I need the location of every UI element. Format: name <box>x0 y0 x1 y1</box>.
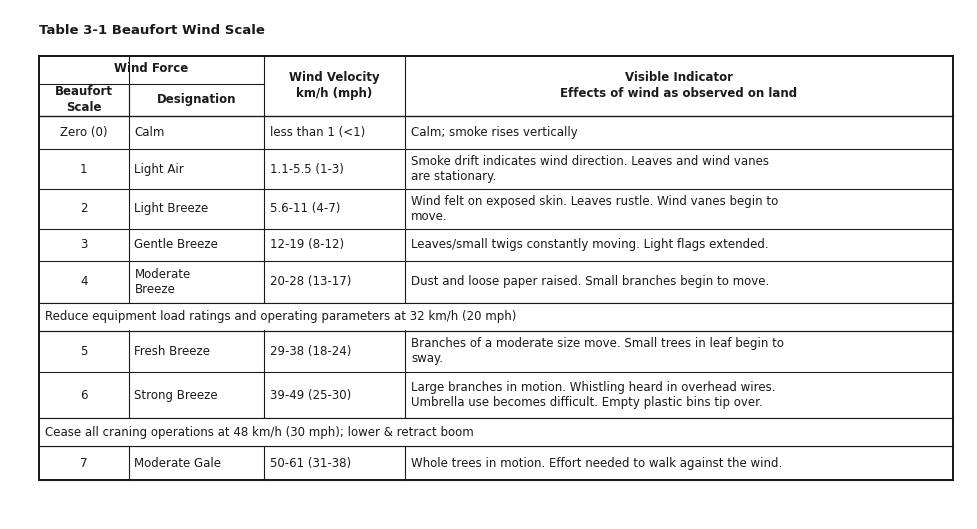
Text: 20-28 (13-17): 20-28 (13-17) <box>270 276 351 288</box>
Bar <box>39 56 953 480</box>
Text: Visible Indicator
Effects of wind as observed on land: Visible Indicator Effects of wind as obs… <box>561 71 797 101</box>
Text: less than 1 (<1): less than 1 (<1) <box>270 126 365 139</box>
Text: 1: 1 <box>80 162 88 176</box>
Text: 1.1-5.5 (1-3): 1.1-5.5 (1-3) <box>270 162 344 176</box>
Text: Fresh Breeze: Fresh Breeze <box>135 345 210 358</box>
Text: Strong Breeze: Strong Breeze <box>135 389 218 402</box>
Text: 2: 2 <box>80 202 88 215</box>
Text: 5.6-11 (4-7): 5.6-11 (4-7) <box>270 202 340 215</box>
Text: Calm; smoke rises vertically: Calm; smoke rises vertically <box>411 126 578 139</box>
Text: Whole trees in motion. Effort needed to walk against the wind.: Whole trees in motion. Effort needed to … <box>411 457 783 470</box>
Text: 3: 3 <box>80 239 88 251</box>
Text: Table 3-1 Beaufort Wind Scale: Table 3-1 Beaufort Wind Scale <box>39 24 265 37</box>
Text: Moderate
Breeze: Moderate Breeze <box>135 268 191 296</box>
Text: Designation: Designation <box>156 94 236 106</box>
Text: Large branches in motion. Whistling heard in overhead wires.
Umbrella use become: Large branches in motion. Whistling hear… <box>411 381 776 409</box>
Text: Branches of a moderate size move. Small trees in leaf begin to
sway.: Branches of a moderate size move. Small … <box>411 338 785 365</box>
Text: Reduce equipment load ratings and operating parameters at 32 km/h (20 mph): Reduce equipment load ratings and operat… <box>45 310 516 323</box>
Text: 5: 5 <box>80 345 88 358</box>
Text: 39-49 (25-30): 39-49 (25-30) <box>270 389 351 402</box>
Text: Light Breeze: Light Breeze <box>135 202 209 215</box>
Text: 29-38 (18-24): 29-38 (18-24) <box>270 345 351 358</box>
Text: Zero (0): Zero (0) <box>61 126 107 139</box>
Text: 4: 4 <box>80 276 88 288</box>
Text: 7: 7 <box>80 457 88 470</box>
Text: Wind felt on exposed skin. Leaves rustle. Wind vanes begin to
move.: Wind felt on exposed skin. Leaves rustle… <box>411 195 779 223</box>
Text: Wind Force: Wind Force <box>114 62 189 76</box>
Text: 50-61 (31-38): 50-61 (31-38) <box>270 457 351 470</box>
Text: Moderate Gale: Moderate Gale <box>135 457 222 470</box>
Text: Gentle Breeze: Gentle Breeze <box>135 239 218 251</box>
Text: Smoke drift indicates wind direction. Leaves and wind vanes
are stationary.: Smoke drift indicates wind direction. Le… <box>411 155 769 183</box>
Text: Leaves/small twigs constantly moving. Light flags extended.: Leaves/small twigs constantly moving. Li… <box>411 239 769 251</box>
Bar <box>40 303 952 330</box>
Text: Beaufort
Scale: Beaufort Scale <box>55 86 112 114</box>
Text: Wind Velocity
km/h (mph): Wind Velocity km/h (mph) <box>289 71 380 101</box>
Text: Calm: Calm <box>135 126 165 139</box>
Text: Light Air: Light Air <box>135 162 185 176</box>
Text: Dust and loose paper raised. Small branches begin to move.: Dust and loose paper raised. Small branc… <box>411 276 770 288</box>
Bar <box>40 419 952 446</box>
Text: 12-19 (8-12): 12-19 (8-12) <box>270 239 344 251</box>
Text: 6: 6 <box>80 389 88 402</box>
Bar <box>39 56 953 480</box>
Text: Cease all craning operations at 48 km/h (30 mph); lower & retract boom: Cease all craning operations at 48 km/h … <box>45 426 474 439</box>
